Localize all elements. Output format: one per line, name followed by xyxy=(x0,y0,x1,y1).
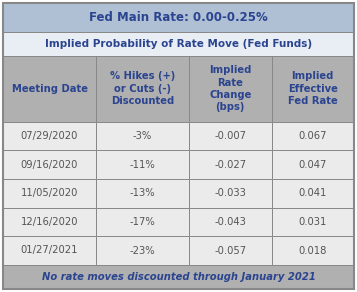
Text: -0.007: -0.007 xyxy=(214,131,246,141)
Text: Implied Probability of Rate Move (Fed Funds): Implied Probability of Rate Move (Fed Fu… xyxy=(45,39,312,49)
Bar xyxy=(189,236,272,265)
Bar xyxy=(272,122,354,150)
Bar xyxy=(272,56,354,122)
Bar xyxy=(96,150,189,179)
Text: 11/05/2020: 11/05/2020 xyxy=(21,188,78,198)
Text: 0.047: 0.047 xyxy=(298,160,327,170)
Bar xyxy=(3,32,354,56)
Text: % Hikes (+)
or Cuts (-)
Discounted: % Hikes (+) or Cuts (-) Discounted xyxy=(110,72,175,106)
Bar xyxy=(272,150,354,179)
Text: 09/16/2020: 09/16/2020 xyxy=(21,160,78,170)
Bar xyxy=(3,236,96,265)
Bar xyxy=(96,179,189,208)
Bar xyxy=(3,150,96,179)
Text: -0.027: -0.027 xyxy=(214,160,246,170)
Text: 01/27/2021: 01/27/2021 xyxy=(21,246,78,256)
Bar xyxy=(189,122,272,150)
Bar xyxy=(189,150,272,179)
Text: 0.031: 0.031 xyxy=(298,217,327,227)
Bar xyxy=(272,179,354,208)
Text: 0.041: 0.041 xyxy=(298,188,327,198)
Text: 0.067: 0.067 xyxy=(298,131,327,141)
Text: Implied
Rate
Change
(bps): Implied Rate Change (bps) xyxy=(209,65,251,112)
Text: -13%: -13% xyxy=(130,188,155,198)
Text: Fed Main Rate: 0.00-0.25%: Fed Main Rate: 0.00-0.25% xyxy=(89,11,268,24)
Bar xyxy=(96,122,189,150)
Bar xyxy=(96,208,189,236)
Bar xyxy=(3,208,96,236)
Bar xyxy=(96,236,189,265)
Bar xyxy=(3,56,96,122)
Bar xyxy=(272,236,354,265)
Text: -0.033: -0.033 xyxy=(214,188,246,198)
Text: -0.043: -0.043 xyxy=(214,217,246,227)
Text: 12/16/2020: 12/16/2020 xyxy=(21,217,78,227)
Bar xyxy=(3,179,96,208)
Bar xyxy=(189,56,272,122)
Text: No rate moves discounted through January 2021: No rate moves discounted through January… xyxy=(41,272,316,282)
Text: -17%: -17% xyxy=(130,217,155,227)
Bar xyxy=(96,56,189,122)
Text: 07/29/2020: 07/29/2020 xyxy=(21,131,78,141)
Text: -11%: -11% xyxy=(130,160,155,170)
Bar xyxy=(3,3,354,32)
Bar xyxy=(3,122,96,150)
Text: -0.057: -0.057 xyxy=(214,246,246,256)
Text: Implied
Effective
Fed Rate: Implied Effective Fed Rate xyxy=(288,72,338,106)
Bar xyxy=(3,265,354,289)
Text: Meeting Date: Meeting Date xyxy=(11,84,87,94)
Text: -3%: -3% xyxy=(133,131,152,141)
Bar xyxy=(189,179,272,208)
Bar xyxy=(272,208,354,236)
Bar xyxy=(189,208,272,236)
Text: 0.018: 0.018 xyxy=(298,246,327,256)
Text: -23%: -23% xyxy=(130,246,155,256)
